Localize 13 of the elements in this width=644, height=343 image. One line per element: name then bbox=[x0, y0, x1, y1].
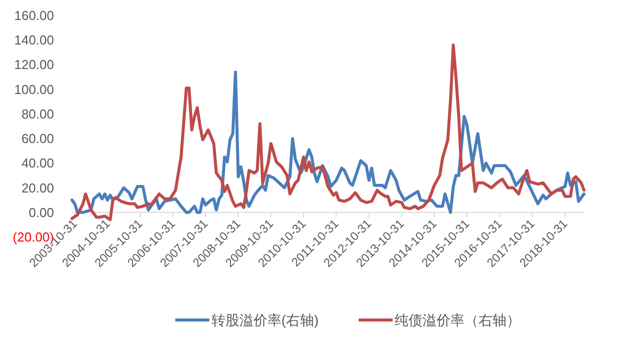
y-tick-label: 100.00 bbox=[14, 82, 54, 97]
line-series bbox=[70, 70, 586, 214]
y-tick-label: 80.00 bbox=[21, 106, 54, 122]
y-tick-label: 160.00 bbox=[14, 8, 54, 23]
y-tick-label: 120.00 bbox=[14, 57, 54, 72]
line-series bbox=[70, 44, 586, 222]
y-tick-label: 140.00 bbox=[14, 32, 54, 48]
y-tick-label: 0.00 bbox=[28, 204, 54, 220]
y-tick-label: 60.00 bbox=[21, 131, 54, 146]
y-tick-label: 20.00 bbox=[21, 180, 54, 196]
legend-label: 转股溢价率(右轴) bbox=[211, 312, 319, 328]
legend-label: 纯债溢价率（右轴） bbox=[394, 312, 521, 328]
y-tick-label: 40.00 bbox=[21, 156, 54, 171]
